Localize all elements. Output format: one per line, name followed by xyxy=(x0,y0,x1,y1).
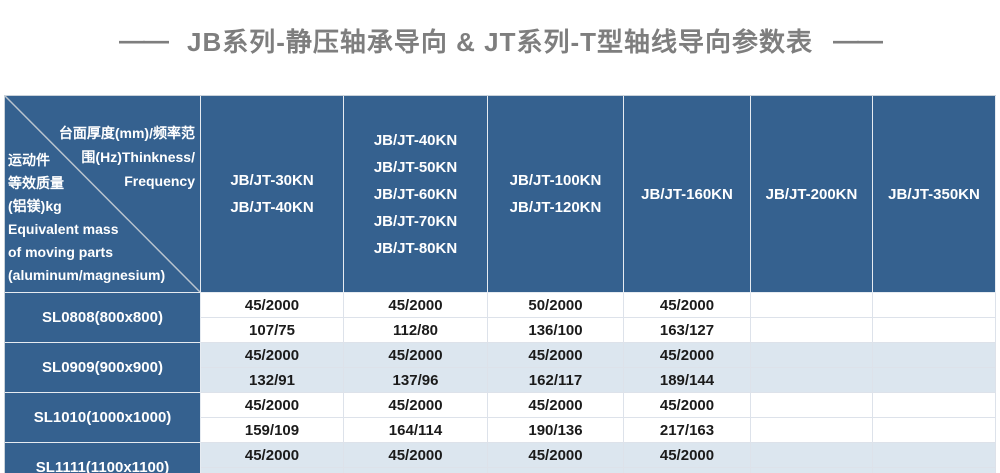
spec-cell: 45/2000 xyxy=(488,393,624,418)
spec-cell xyxy=(873,393,996,418)
spec-cell xyxy=(873,418,996,443)
spec-cell: 220/157 xyxy=(488,468,624,473)
spec-cell xyxy=(873,368,996,393)
column-header-100-120kn: JB/JT-100KN JB/JT-120KN xyxy=(488,96,624,293)
spec-cell: 136/100 xyxy=(488,318,624,343)
spec-cell: 45/2000 xyxy=(344,293,488,318)
spec-cell xyxy=(873,343,996,368)
diagonal-divider xyxy=(5,96,200,292)
spec-cell: 188/129 xyxy=(201,468,344,473)
spec-cell: 193/134 xyxy=(344,468,488,473)
spec-cell: 45/2000 xyxy=(344,443,488,468)
spec-cell: 45/2000 xyxy=(488,343,624,368)
spec-cell: 50/2000 xyxy=(488,293,624,318)
spec-cell: 163/127 xyxy=(624,318,751,343)
spec-cell: 164/114 xyxy=(344,418,488,443)
spec-cell xyxy=(873,468,996,473)
page-title: —— JB系列-静压轴承导向 & JT系列-T型轴线导向参数表 —— xyxy=(0,22,1000,59)
spec-cell: 132/91 xyxy=(201,368,344,393)
spec-cell: 45/2000 xyxy=(344,343,488,368)
header-row: 台面厚度(mm)/频率范 围(Hz)Thinkness/ Frequency 运… xyxy=(5,96,996,293)
corner-top-right-label: 台面厚度(mm)/频率范 围(Hz)Thinkness/ Frequency xyxy=(58,125,195,189)
column-header-350kn: JB/JT-350KN xyxy=(873,96,996,293)
table-subrow: 132/91 137/96 162/117 189/144 xyxy=(5,368,996,393)
title-right-dash: —— xyxy=(833,25,883,55)
spec-cell: 45/2000 xyxy=(201,443,344,468)
spec-cell xyxy=(751,468,873,473)
corner-bottom-left-label: 运动件 等效质量 (铝镁)kg Equivalent mass of movin… xyxy=(8,152,166,283)
spec-cell: 190/136 xyxy=(488,418,624,443)
spec-cell: 217/163 xyxy=(624,418,751,443)
table-row: SL0909(900x900) 45/2000 45/2000 45/2000 … xyxy=(5,343,996,393)
spec-cell xyxy=(873,293,996,318)
column-header-30-40kn: JB/JT-30KN JB/JT-40KN xyxy=(201,96,344,293)
row-label-sl0909: SL0909(900x900) xyxy=(5,343,201,393)
spec-cell: 45/2000 xyxy=(624,393,751,418)
spec-cell: 45/2000 xyxy=(624,293,751,318)
spec-cell: 45/2000 xyxy=(344,393,488,418)
spec-cell: 45/2000 xyxy=(201,393,344,418)
title-left-dash: —— xyxy=(118,25,169,55)
column-header-160kn: JB/JT-160KN xyxy=(624,96,751,293)
spec-cell: 162/117 xyxy=(488,368,624,393)
spec-cell xyxy=(873,318,996,343)
spec-cell xyxy=(751,418,873,443)
spec-cell: 45/2000 xyxy=(488,443,624,468)
table-row: SL1010(1000x1000) 45/2000 45/2000 45/200… xyxy=(5,393,996,443)
table-row: SL1111(1100x1100) 45/2000 45/2000 45/200… xyxy=(5,443,996,473)
spec-cell xyxy=(751,443,873,468)
table-row: SL0808(800x800) 45/2000 45/2000 50/2000 … xyxy=(5,293,996,343)
spec-cell: 45/2000 xyxy=(624,343,751,368)
corner-header-cell: 台面厚度(mm)/频率范 围(Hz)Thinkness/ Frequency 运… xyxy=(5,96,201,293)
spec-cell xyxy=(751,393,873,418)
table-subrow: 159/109 164/114 190/136 217/163 xyxy=(5,418,996,443)
table-subrow: 107/75 112/80 136/100 163/127 xyxy=(5,318,996,343)
column-header-200kn: JB/JT-200KN xyxy=(751,96,873,293)
spec-cell: 189/144 xyxy=(624,368,751,393)
column-header-40-80kn: JB/JT-40KN JB/JT-50KN JB/JT-60KN JB/JT-7… xyxy=(344,96,488,293)
spec-cell: 159/109 xyxy=(201,418,344,443)
title-text: JB系列-静压轴承导向 & JT系列-T型轴线导向参数表 xyxy=(186,27,813,57)
spec-cell xyxy=(751,318,873,343)
parameter-table: 台面厚度(mm)/频率范 围(Hz)Thinkness/ Frequency 运… xyxy=(4,95,996,473)
spec-cell: 45/2000 xyxy=(624,443,751,468)
spec-cell xyxy=(751,293,873,318)
spec-cell xyxy=(873,443,996,468)
spec-cell: 137/96 xyxy=(344,368,488,393)
spec-cell xyxy=(751,368,873,393)
spec-cell: 112/80 xyxy=(344,318,488,343)
spec-cell: 45/2000 xyxy=(201,293,344,318)
spec-cell: 45/2000 xyxy=(201,343,344,368)
spec-cell: 107/75 xyxy=(201,318,344,343)
row-label-sl0808: SL0808(800x800) xyxy=(5,293,201,343)
table-subrow: 188/129 193/134 220/157 247/184 xyxy=(5,468,996,473)
row-label-sl1010: SL1010(1000x1000) xyxy=(5,393,201,443)
spec-cell: 247/184 xyxy=(624,468,751,473)
spec-cell xyxy=(751,343,873,368)
row-label-sl1111: SL1111(1100x1100) xyxy=(5,443,201,473)
